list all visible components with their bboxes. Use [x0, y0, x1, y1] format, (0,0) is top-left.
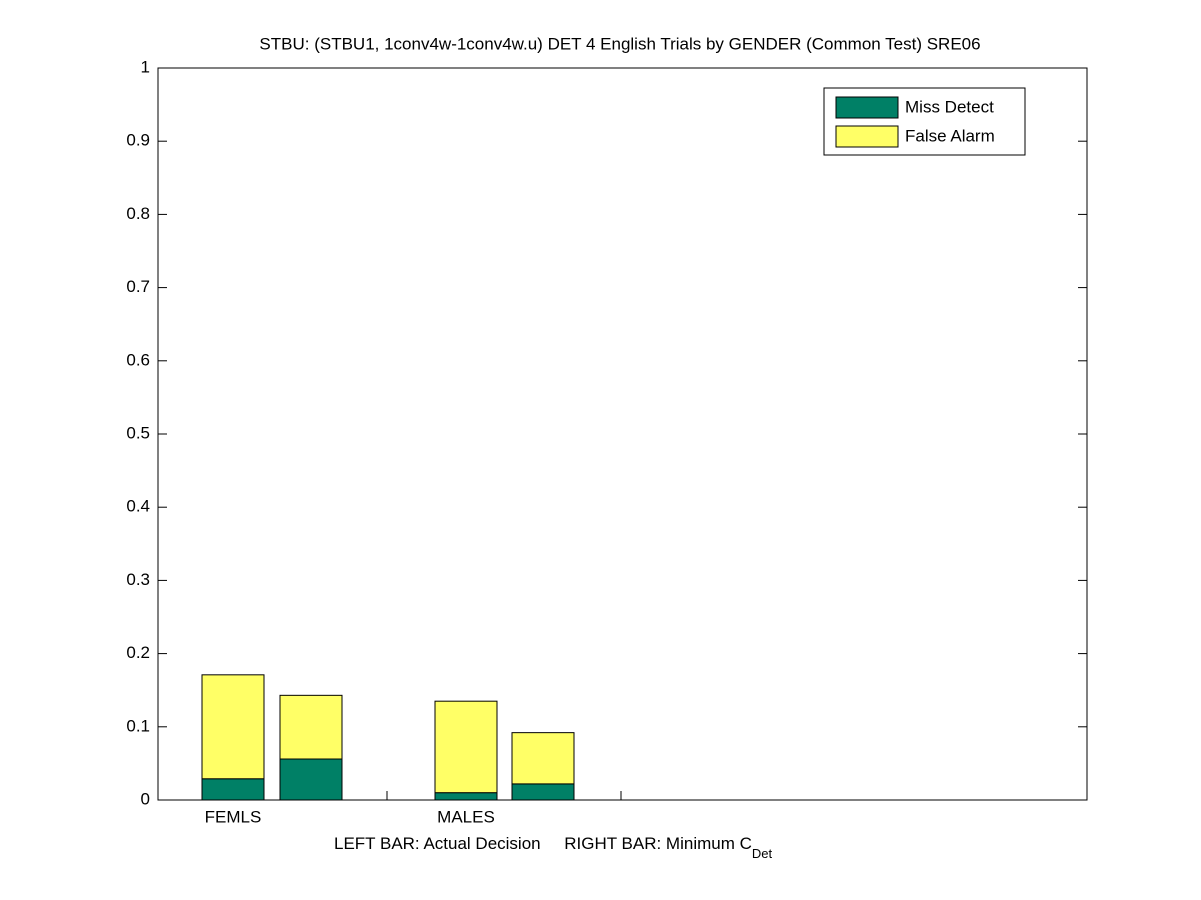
bar-segment	[434, 792, 498, 801]
y-tick-label: 0	[141, 789, 150, 808]
legend-swatch	[835, 96, 899, 119]
legend-swatch	[835, 125, 899, 148]
bar-segment	[434, 700, 498, 794]
x-axis-label: LEFT BAR: Actual Decision RIGHT BAR: Min…	[334, 834, 772, 861]
legend-label: Miss Detect	[905, 97, 994, 116]
bar-segment	[511, 732, 575, 785]
y-tick-label: 0.6	[126, 350, 150, 369]
x-axis-label-main: LEFT BAR: Actual Decision RIGHT BAR: Min…	[334, 834, 752, 853]
y-tick-label: 0.4	[126, 497, 150, 516]
y-tick-label: 0.8	[126, 204, 150, 223]
x-tick-label: FEMLS	[205, 807, 262, 826]
y-tick-label: 0.5	[126, 423, 150, 442]
y-tick-label: 0.1	[126, 716, 150, 735]
y-tick-label: 0.7	[126, 277, 150, 296]
y-tick-label: 0.9	[126, 131, 150, 150]
y-tick-label: 0.3	[126, 570, 150, 589]
x-axis-label-subscript: Det	[752, 846, 773, 861]
plot-area	[157, 67, 1088, 801]
bar-segment	[511, 783, 575, 801]
bar-segment	[201, 674, 265, 780]
y-tick-label: 1	[141, 57, 150, 76]
y-tick-label: 0.2	[126, 643, 150, 662]
legend-label: False Alarm	[905, 126, 995, 145]
chart-title: STBU: (STBU1, 1conv4w-1conv4w.u) DET 4 E…	[259, 34, 980, 53]
x-tick-label: MALES	[437, 807, 495, 826]
bar-segment	[279, 694, 343, 760]
bar-segment	[201, 778, 265, 801]
bar-segment	[279, 758, 343, 801]
